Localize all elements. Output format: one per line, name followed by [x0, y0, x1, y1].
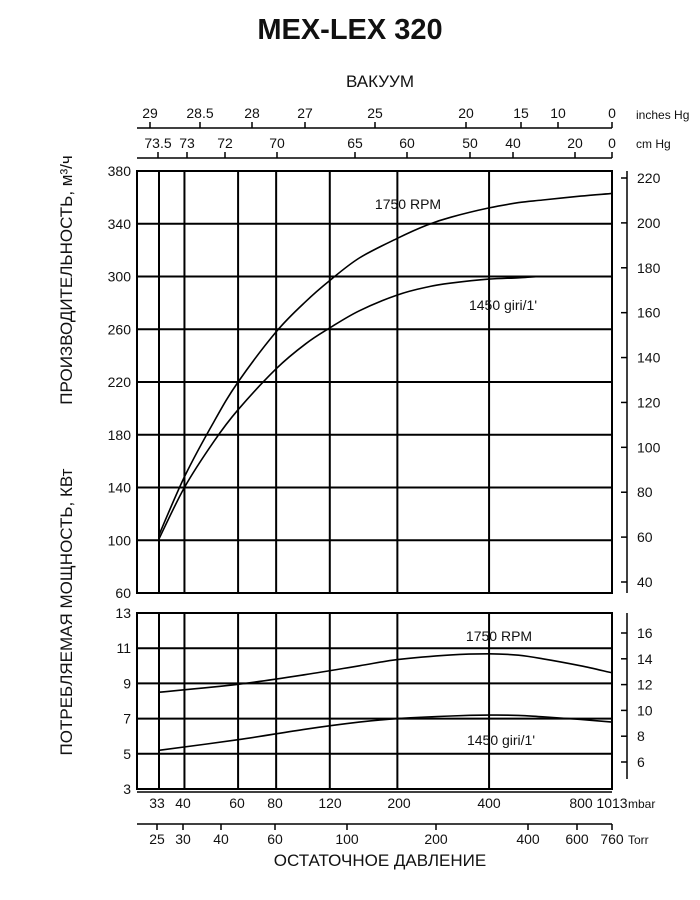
- top-y-tick-label: 180: [108, 427, 132, 443]
- bottom-y-axis-label: ПОТРЕБЛЯЕМАЯ МОЩНОСТЬ, КВт: [57, 468, 76, 755]
- inches-hg-tick-label: 10: [550, 105, 566, 121]
- inches-hg-tick-label: 0: [608, 105, 616, 121]
- torr-tick-label: 400: [516, 831, 540, 847]
- torr-unit: Torr: [628, 833, 649, 847]
- capacity-1450rpm-label: 1450 giri/1': [469, 297, 537, 313]
- cm-hg-tick-label: 20: [567, 135, 583, 151]
- inches-hg-tick-label: 28.5: [186, 105, 213, 121]
- cm-hg-tick-label: 40: [505, 135, 521, 151]
- mbar-tick-label: 120: [318, 795, 342, 811]
- cm-hg-unit: cm Hg: [636, 137, 671, 151]
- bottom-y-tick-label: 11: [116, 640, 131, 656]
- bottom-y-tick-label: 13: [115, 605, 131, 621]
- power-1750rpm-curve: [158, 652, 613, 693]
- top-y-tick-label: 140: [108, 480, 132, 496]
- top-y-tick-label: 220: [108, 374, 132, 390]
- top-right-tick-label: 180: [637, 260, 661, 276]
- top-right-tick-label: 100: [637, 439, 661, 455]
- bottom-y-tick-label: 7: [123, 711, 131, 727]
- mbar-tick-label: 400: [477, 795, 501, 811]
- mbar-unit: mbar: [628, 797, 655, 811]
- cm-hg-tick-label: 60: [399, 135, 415, 151]
- inches-hg-tick-label: 15: [513, 105, 529, 121]
- capacity-1750rpm-curve: [158, 192, 613, 536]
- cm-hg-tick-label: 0: [608, 135, 616, 151]
- mbar-tick-label: 80: [267, 795, 283, 811]
- chart-title: MEX-LEX 320: [257, 14, 443, 46]
- bottom-plot-frame: [136, 612, 613, 790]
- bottom-right-tick-label: 16: [637, 625, 653, 641]
- bottom-right-tick-label: 10: [637, 702, 653, 718]
- mbar-tick-label: 40: [175, 795, 191, 811]
- mbar-tick-label: 800: [569, 795, 593, 811]
- x-axis-label: ОСТАТОЧНОЕ ДАВЛЕНИЕ: [274, 851, 486, 870]
- inches-hg-tick-label: 27: [297, 105, 313, 121]
- top-right-tick-label: 120: [637, 394, 661, 410]
- torr-tick-label: 600: [565, 831, 589, 847]
- inches-hg-tick-label: 29: [142, 105, 158, 121]
- top-right-tick-label: 200: [637, 215, 661, 231]
- top-right-tick-label: 40: [637, 574, 653, 590]
- torr-tick-label: 40: [213, 831, 229, 847]
- vacuum-axis-label: ВАКУУМ: [346, 72, 414, 91]
- cm-hg-tick-label: 73: [179, 135, 195, 151]
- torr-tick-label: 30: [175, 831, 191, 847]
- top-y-tick-label: 100: [108, 532, 132, 548]
- bottom-right-tick-label: 14: [637, 651, 653, 667]
- cm-hg-tick-label: 50: [462, 135, 478, 151]
- capacity-1450rpm-curve: [158, 275, 612, 540]
- torr-tick-label: 100: [335, 831, 359, 847]
- bottom-right-tick-label: 12: [637, 677, 653, 693]
- top-right-tick-label: 80: [637, 484, 653, 500]
- bottom-y-tick-label: 5: [123, 746, 131, 762]
- bottom-y-tick-label: 3: [123, 781, 131, 797]
- power-1450rpm-curve: [158, 714, 613, 752]
- power-1450rpm-label: 1450 giri/1': [467, 732, 535, 748]
- top-y-tick-label: 300: [108, 269, 132, 285]
- mbar-tick-label: 33: [149, 795, 165, 811]
- top-y-tick-label: 60: [115, 585, 131, 601]
- top-right-tick-label: 60: [637, 529, 653, 545]
- inches-hg-tick-label: 28: [244, 105, 260, 121]
- torr-tick-label: 60: [267, 831, 283, 847]
- top-y-tick-label: 380: [108, 163, 132, 179]
- mbar-tick-label: 60: [229, 795, 245, 811]
- top-y-tick-label: 260: [108, 321, 132, 337]
- power-1750rpm-label: 1750 RPM: [466, 628, 532, 644]
- torr-tick-label: 25: [149, 831, 165, 847]
- bottom-right-tick-label: 8: [637, 728, 645, 744]
- capacity-1750rpm-label: 1750 RPM: [375, 196, 441, 212]
- mbar-tick-label: 1013: [596, 795, 627, 811]
- torr-tick-label: 760: [600, 831, 624, 847]
- cm-hg-tick-label: 73.5: [144, 135, 171, 151]
- cm-hg-tick-label: 72: [217, 135, 233, 151]
- cm-hg-tick-label: 65: [347, 135, 363, 151]
- top-y-tick-label: 340: [108, 216, 132, 232]
- cm-hg-tick-label: 70: [269, 135, 285, 151]
- top-right-tick-label: 220: [637, 170, 661, 186]
- torr-tick-label: 200: [424, 831, 448, 847]
- inches-hg-tick-label: 25: [367, 105, 383, 121]
- inches-hg-tick-label: 20: [458, 105, 474, 121]
- top-right-tick-label: 160: [637, 305, 661, 321]
- bottom-right-tick-label: 6: [637, 754, 645, 770]
- top-y-axis-label: ПРОИЗВОДИТЕЛЬНОСТЬ, м³/ч: [57, 155, 76, 404]
- mbar-tick-label: 200: [387, 795, 411, 811]
- top-right-tick-label: 140: [637, 350, 661, 366]
- bottom-y-tick-label: 9: [123, 675, 131, 691]
- inches-hg-unit: inches Hg: [636, 108, 689, 122]
